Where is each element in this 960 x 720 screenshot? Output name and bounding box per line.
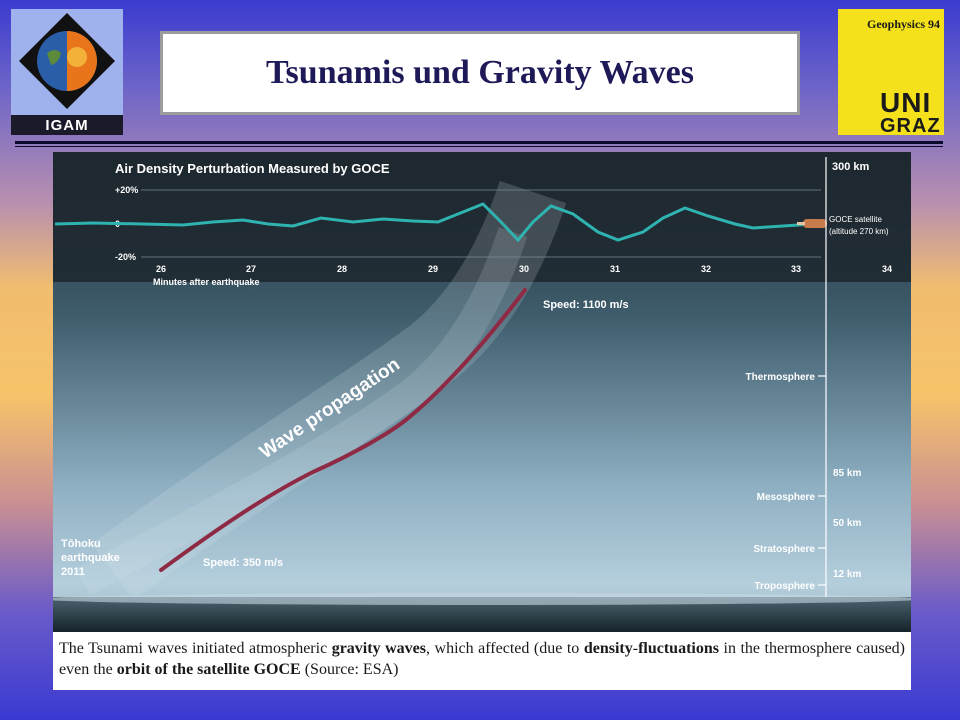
caption-text: (Source: ESA) xyxy=(300,661,399,678)
caption-text: The Tsunami waves initiated atmospheric xyxy=(59,640,332,657)
uni-logo-text: UNI xyxy=(880,87,932,118)
figure-caption: The Tsunami waves initiated atmospheric … xyxy=(53,632,911,690)
altitude-50: 50 km xyxy=(833,518,861,529)
speed-top-label: Speed: 1100 m/s xyxy=(543,299,629,311)
caption-text: , which affected (due to xyxy=(426,640,584,657)
x-tick: 30 xyxy=(519,264,529,274)
uni-graz-logo: Geophysics 94 UNI GRAZ xyxy=(838,9,944,137)
x-tick: 26 xyxy=(156,264,166,274)
x-tick: 28 xyxy=(337,264,347,274)
wave-propagation-path xyxy=(159,288,527,572)
graz-logo-text: GRAZ xyxy=(880,115,941,137)
density-curve xyxy=(54,202,814,243)
caption-bold-density: density xyxy=(583,640,633,657)
speed-bottom-label: Speed: 350 m/s xyxy=(203,557,283,569)
x-tick: 33 xyxy=(791,264,801,274)
layer-stratosphere: Stratosphere xyxy=(753,544,815,555)
x-axis-label: Minutes after earthquake xyxy=(153,277,260,287)
x-axis-ticks: 26 27 28 29 30 31 32 33 34 xyxy=(156,264,892,274)
x-tick: 27 xyxy=(246,264,256,274)
y-tick-minus: -20% xyxy=(115,252,136,262)
caption-text: - xyxy=(632,640,639,657)
x-tick: 34 xyxy=(882,264,892,274)
x-tick: 29 xyxy=(428,264,438,274)
altitude-85: 85 km xyxy=(833,468,861,479)
layer-ticks xyxy=(818,375,826,586)
goce-satellite-icon xyxy=(797,219,827,228)
globe-diamond-icon xyxy=(19,13,115,109)
layer-troposphere: Troposphere xyxy=(754,581,815,592)
title-box: Tsunamis und Gravity Waves xyxy=(160,31,800,115)
header-divider xyxy=(15,141,943,144)
igam-logo: IGAM xyxy=(11,9,123,135)
x-tick: 31 xyxy=(610,264,620,274)
caption-bold-fluctuations: fluctuations xyxy=(638,640,719,657)
igam-logo-label: IGAM xyxy=(11,115,123,135)
slide-title: Tsunamis und Gravity Waves xyxy=(266,54,694,91)
layer-thermosphere: Thermosphere xyxy=(746,372,816,383)
caption-bold-goce-orbit: orbit of the satellite GOCE xyxy=(116,661,301,678)
caption-text: in the thermosphere caused) even the xyxy=(59,640,905,678)
goce-figure: Air Density Perturbation Measured by GOC… xyxy=(53,152,911,632)
caption-bold-gravity-waves: gravity waves xyxy=(331,640,426,657)
course-label: Geophysics 94 xyxy=(866,17,940,31)
layer-mesosphere: Mesosphere xyxy=(757,492,816,503)
header-divider-thin xyxy=(15,146,943,147)
satellite-label: GOCE satellite xyxy=(829,215,882,224)
y-tick-plus: +20% xyxy=(115,185,138,195)
goce-illustration: Air Density Perturbation Measured by GOC… xyxy=(53,152,911,632)
quake-label-2: earthquake xyxy=(61,552,120,564)
altitude-12: 12 km xyxy=(833,569,861,580)
altitude-top: 300 km xyxy=(832,161,870,173)
quake-label-3: 2011 xyxy=(61,566,85,578)
figure-title: Air Density Perturbation Measured by GOC… xyxy=(115,161,390,176)
quake-label-1: Tōhoku xyxy=(61,538,101,550)
x-tick: 32 xyxy=(701,264,711,274)
satellite-altitude-label: (altitude 270 km) xyxy=(829,227,889,236)
